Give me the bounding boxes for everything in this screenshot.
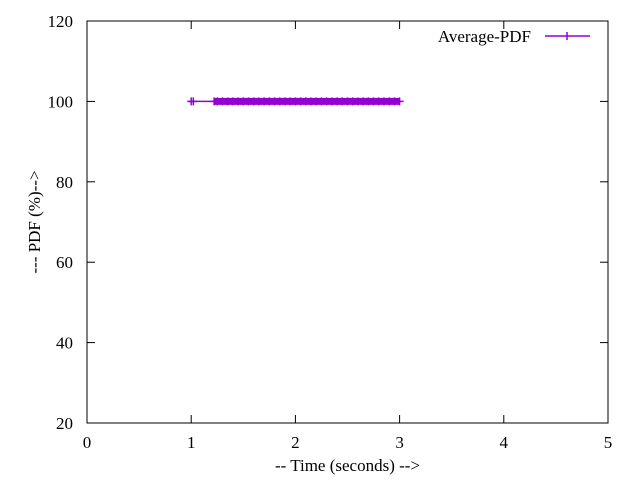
x-axis-label: -- Time (seconds) -->	[275, 456, 420, 475]
y-tick-label: 20	[56, 414, 73, 433]
x-tick-label: 1	[187, 433, 196, 452]
x-tick-label: 5	[604, 433, 613, 452]
y-tick-label: 60	[56, 253, 73, 272]
y-tick-label: 100	[48, 92, 74, 111]
y-tick-label: 80	[56, 173, 73, 192]
legend: Average-PDF	[438, 27, 590, 46]
x-tick-label: 4	[500, 433, 509, 452]
x-tick-label: 3	[395, 433, 404, 452]
legend-label-average-pdf: Average-PDF	[438, 27, 531, 46]
y-tick-label: 120	[48, 12, 74, 31]
data-point	[189, 97, 198, 106]
x-tick-label: 0	[83, 433, 92, 452]
plot-frame	[86, 20, 609, 424]
data-point	[395, 97, 404, 106]
x-tick-label: 2	[291, 433, 300, 452]
axis-ticks: 0 1 2 3 4 5 20 40 60 80 100 120	[48, 12, 613, 452]
series-layer	[187, 97, 404, 106]
y-tick-label: 40	[56, 334, 73, 353]
y-axis-label: --- PDF (%)-->	[25, 170, 44, 273]
